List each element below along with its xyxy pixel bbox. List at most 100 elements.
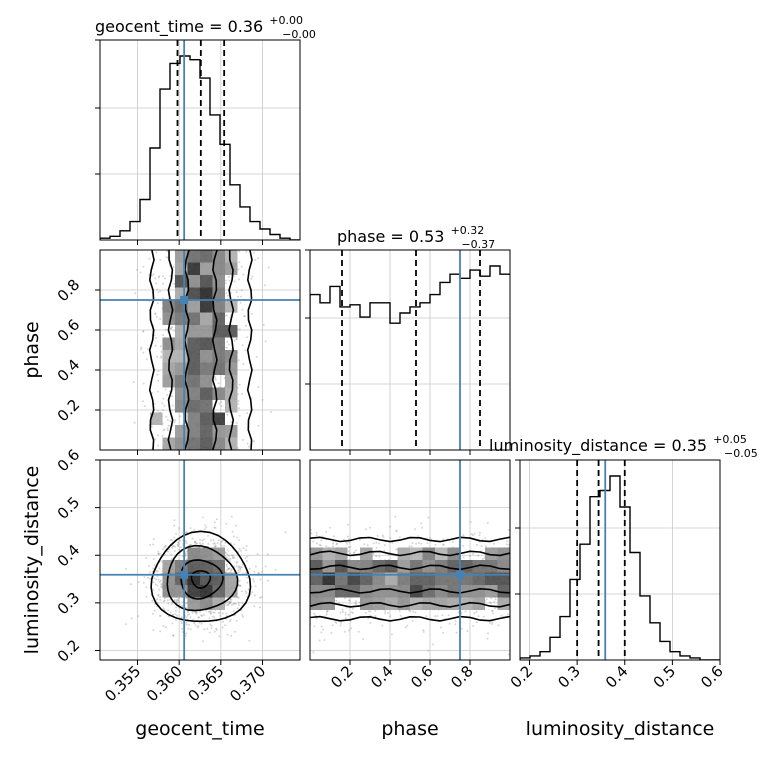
scatter-point <box>158 552 161 555</box>
y-tick-label: 0.8 <box>54 276 84 306</box>
scatter-point <box>490 597 493 600</box>
scatter-point <box>220 540 223 543</box>
density-cell <box>175 387 188 400</box>
density-cell <box>225 250 238 263</box>
y-tick-label: 0.6 <box>54 316 84 346</box>
scatter-point <box>243 315 246 318</box>
scatter-point <box>169 538 172 541</box>
scatter-point <box>417 535 420 538</box>
scatter-point <box>245 250 248 253</box>
scatter-point <box>186 611 189 613</box>
scatter-point <box>201 542 204 545</box>
contour-line <box>180 559 224 600</box>
scatter-point <box>346 523 349 526</box>
scatter-point <box>156 355 159 358</box>
scatter-point <box>156 570 159 573</box>
scatter-point <box>219 543 222 546</box>
scatter-point <box>210 610 213 613</box>
scatter-point <box>470 533 473 536</box>
scatter-point <box>174 613 177 615</box>
scatter-point <box>149 543 152 546</box>
scatter-point <box>284 531 287 534</box>
scatter-point <box>226 340 229 343</box>
scatter-point <box>213 545 216 548</box>
scatter-point <box>213 611 216 614</box>
scatter-point <box>241 392 243 395</box>
scatter-point <box>241 563 244 566</box>
density-cell <box>187 560 200 573</box>
scatter-point <box>169 420 172 423</box>
scatter-point <box>226 633 229 636</box>
scatter-point <box>325 545 328 548</box>
scatter-point <box>481 558 484 561</box>
scatter-point <box>248 567 251 570</box>
scatter-point <box>154 438 157 441</box>
scatter-point <box>237 571 240 574</box>
scatter-point <box>477 554 480 557</box>
scatter-point <box>227 558 230 561</box>
scatter-point <box>177 601 180 604</box>
scatter-point <box>227 554 230 557</box>
density-cell <box>187 250 200 263</box>
density-cell <box>200 325 213 338</box>
scatter-point <box>193 540 196 543</box>
scatter-point <box>164 544 167 547</box>
scatter-point <box>157 444 160 447</box>
density-cell <box>175 350 188 363</box>
density-cell <box>162 337 175 350</box>
scatter-point <box>152 273 155 276</box>
scatter-point <box>212 539 215 542</box>
histogram-step <box>100 55 300 240</box>
scatter-point <box>228 275 230 278</box>
scatter-point <box>466 630 469 633</box>
scatter-point <box>225 522 228 525</box>
scatter-point <box>422 630 425 633</box>
density-cell <box>187 412 200 425</box>
scatter-point <box>257 257 260 260</box>
scatter-point <box>448 622 451 625</box>
scatter-point <box>436 615 439 617</box>
scatter-point <box>489 601 492 604</box>
scatter-point <box>175 532 178 535</box>
scatter-point <box>233 339 236 342</box>
scatter-point <box>148 571 151 574</box>
scatter-point <box>335 543 338 546</box>
scatter-point <box>398 610 401 612</box>
scatter-point <box>237 268 240 271</box>
scatter-point <box>166 418 169 421</box>
contour-line <box>310 564 510 571</box>
scatter-point <box>173 524 176 527</box>
scatter-point <box>418 541 420 544</box>
scatter-point <box>209 612 212 615</box>
scatter-point <box>160 350 163 353</box>
scatter-point <box>229 601 232 604</box>
scatter-point <box>246 412 249 415</box>
scatter-point <box>226 413 229 416</box>
scatter-point <box>157 291 160 294</box>
scatter-point <box>254 594 256 597</box>
scatter-point <box>167 602 170 605</box>
scatter-point <box>395 548 398 551</box>
scatter-point <box>162 600 165 603</box>
scatter-point <box>174 419 177 422</box>
scatter-point <box>344 613 347 616</box>
scatter-point <box>204 524 207 527</box>
scatter-point <box>491 609 494 612</box>
scatter-point <box>124 623 127 626</box>
density-cell <box>187 597 200 610</box>
scatter-point <box>195 542 198 545</box>
scatter-point <box>484 545 487 548</box>
y-tick-label: 0.4 <box>54 541 84 571</box>
scatter-point <box>215 627 218 630</box>
density-cell <box>212 597 225 610</box>
scatter-point <box>364 612 367 614</box>
scatter-point <box>167 424 170 427</box>
scatter-point <box>152 538 155 541</box>
scatter-point <box>157 594 160 597</box>
density-group <box>150 250 238 450</box>
scatter-point <box>142 330 145 333</box>
xlabel-geocent-time: geocent_time <box>135 718 264 740</box>
scatter-point <box>230 515 233 518</box>
scatter-point <box>335 599 338 602</box>
density-group <box>310 547 510 610</box>
